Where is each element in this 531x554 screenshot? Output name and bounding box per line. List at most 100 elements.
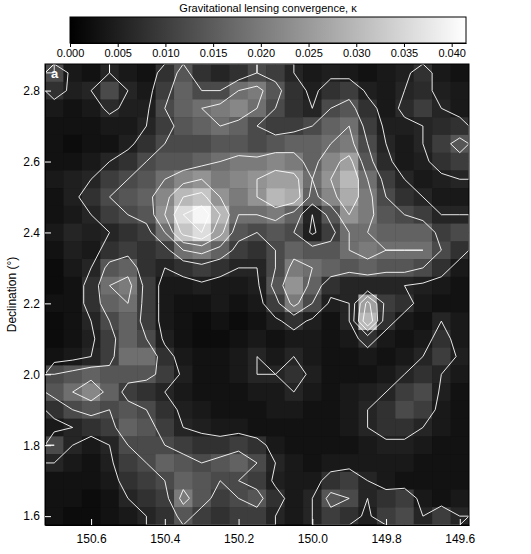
cell: [377, 170, 396, 188]
cell: [451, 436, 469, 454]
cell: [285, 188, 304, 206]
cell: [285, 82, 304, 100]
cell: [340, 277, 359, 295]
cell: [174, 82, 193, 100]
cell: [229, 170, 248, 188]
colorbar-tick-label: 0.035: [391, 47, 419, 59]
cell: [174, 472, 193, 490]
cell: [340, 330, 359, 348]
cell: [229, 188, 248, 206]
cell: [340, 365, 359, 383]
cell: [192, 117, 211, 135]
cell: [340, 507, 359, 525]
cell: [414, 454, 433, 472]
colorbar-tick: 0.015: [200, 43, 228, 59]
y-tick: 2.0: [23, 368, 51, 382]
cell: [229, 312, 248, 330]
cell: [137, 82, 156, 100]
cell: [211, 259, 230, 277]
cell: [358, 188, 377, 206]
cell: [266, 135, 285, 153]
cell: [414, 330, 433, 348]
cell: [63, 507, 82, 525]
cell: [192, 507, 211, 525]
cell: [192, 241, 211, 259]
cell: [63, 241, 82, 259]
cell: [377, 454, 396, 472]
cell: [82, 135, 101, 153]
cell: [229, 401, 248, 419]
x-tick-mark: [460, 519, 461, 525]
cell: [322, 383, 341, 401]
cell: [395, 490, 414, 508]
cell: [322, 401, 341, 419]
colorbar: [70, 17, 466, 43]
cell: [322, 64, 341, 82]
cell: [156, 82, 175, 100]
cell: [156, 241, 175, 259]
cell: [358, 99, 377, 117]
cell: [414, 472, 433, 490]
cell: [285, 330, 304, 348]
cell: [451, 99, 469, 117]
cell: [211, 365, 230, 383]
cell: [285, 241, 304, 259]
cell: [45, 330, 64, 348]
cell: [432, 82, 451, 100]
cell: [432, 277, 451, 295]
x-tick: 150.0: [298, 519, 328, 546]
cell: [82, 277, 101, 295]
x-tick-label: 150.2: [224, 532, 254, 546]
cell: [358, 312, 377, 330]
x-tick-label: 150.6: [77, 532, 107, 546]
cell: [137, 64, 156, 82]
cell: [45, 472, 64, 490]
cell: [192, 277, 211, 295]
cell: [248, 401, 267, 419]
x-tick-mark: [312, 519, 313, 525]
cell: [45, 312, 64, 330]
cell: [100, 295, 119, 313]
y-tick-mark: [45, 232, 51, 233]
cell: [358, 206, 377, 224]
cell: [395, 135, 414, 153]
cell: [63, 330, 82, 348]
cell: [266, 401, 285, 419]
cell: [45, 153, 64, 171]
cell: [119, 401, 138, 419]
cell: [340, 135, 359, 153]
cell: [45, 224, 64, 242]
cell: [211, 170, 230, 188]
cell: [192, 295, 211, 313]
cell: [192, 188, 211, 206]
colorbar-title: Gravitational lensing convergence, κ: [179, 2, 357, 14]
cell: [303, 135, 322, 153]
cell: [174, 348, 193, 366]
cell: [322, 224, 341, 242]
y-tick: 2.8: [23, 84, 51, 98]
cell: [303, 454, 322, 472]
cell: [100, 348, 119, 366]
cell: [266, 383, 285, 401]
cell: [137, 277, 156, 295]
cell: [248, 383, 267, 401]
cell: [211, 312, 230, 330]
cell: [137, 419, 156, 437]
cell: [156, 454, 175, 472]
cell: [211, 330, 230, 348]
cell: [285, 401, 304, 419]
cell: [248, 135, 267, 153]
cell: [285, 277, 304, 295]
cell: [174, 436, 193, 454]
x-axis: 150.6150.4150.2150.0149.8149.6: [46, 519, 476, 546]
cell: [63, 188, 82, 206]
cell: [395, 295, 414, 313]
cell: [248, 419, 267, 437]
cell: [266, 348, 285, 366]
colorbar-tick-label: 0.010: [152, 47, 180, 59]
cell: [358, 241, 377, 259]
y-tick-label: 2.2: [23, 297, 40, 311]
cell: [45, 135, 64, 153]
cell: [137, 241, 156, 259]
cell: [82, 330, 101, 348]
